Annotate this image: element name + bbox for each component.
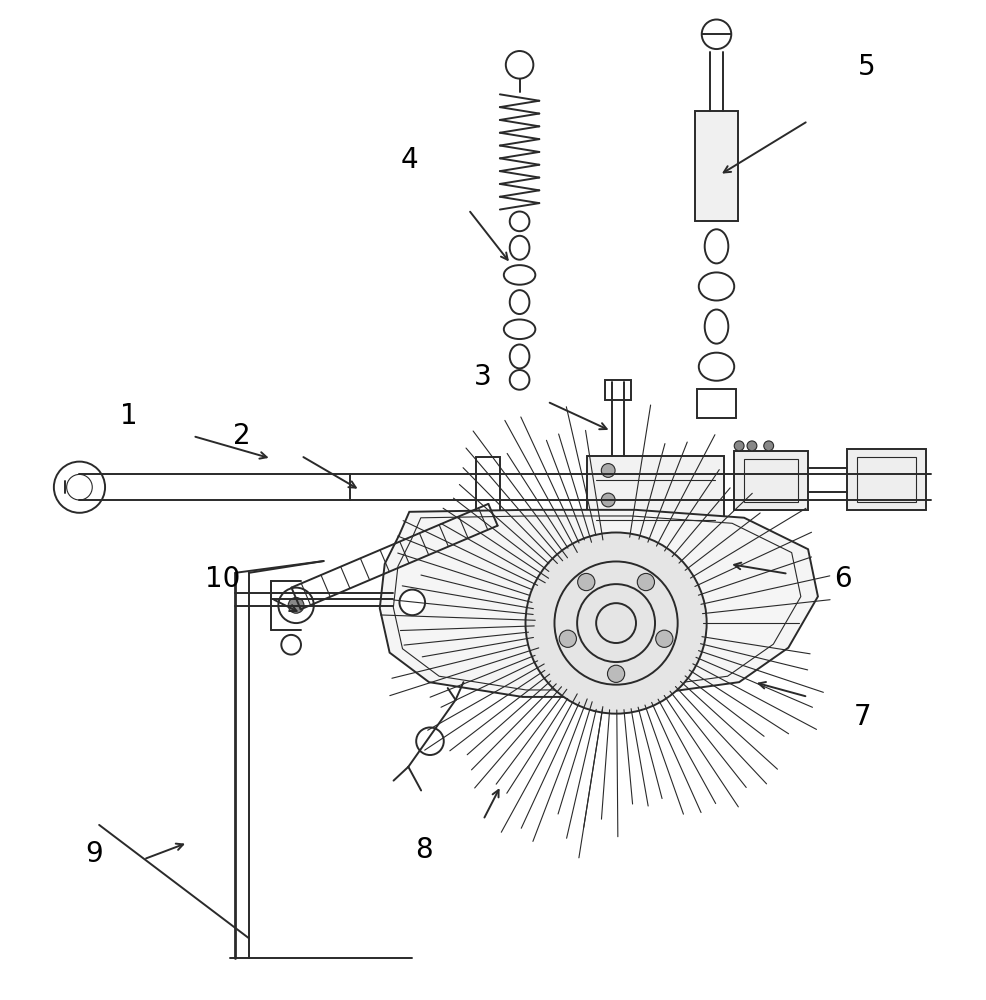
- Text: 5: 5: [859, 53, 876, 81]
- Bar: [735, 451, 809, 510]
- Circle shape: [607, 665, 625, 682]
- Bar: [605, 380, 631, 400]
- Circle shape: [526, 532, 707, 714]
- Circle shape: [764, 441, 774, 451]
- Circle shape: [278, 588, 314, 623]
- Polygon shape: [380, 510, 818, 697]
- Circle shape: [656, 630, 672, 647]
- Bar: [744, 459, 799, 502]
- Circle shape: [506, 51, 533, 79]
- Bar: [697, 389, 737, 418]
- Bar: [857, 457, 916, 502]
- Circle shape: [601, 493, 615, 507]
- Circle shape: [281, 635, 301, 655]
- Bar: [476, 457, 500, 519]
- Circle shape: [747, 441, 757, 451]
- Text: 6: 6: [834, 565, 851, 593]
- Text: 9: 9: [86, 840, 104, 868]
- Circle shape: [416, 727, 444, 755]
- Circle shape: [288, 597, 304, 613]
- Circle shape: [54, 462, 106, 513]
- Circle shape: [637, 573, 655, 591]
- Text: 2: 2: [233, 422, 250, 450]
- Circle shape: [702, 20, 732, 49]
- Text: 7: 7: [854, 703, 871, 731]
- Text: 3: 3: [474, 363, 492, 391]
- Text: 8: 8: [415, 836, 433, 864]
- Circle shape: [510, 370, 529, 390]
- Circle shape: [399, 590, 425, 615]
- Circle shape: [559, 630, 577, 647]
- Text: 10: 10: [204, 565, 240, 593]
- Bar: [695, 111, 739, 221]
- Circle shape: [578, 573, 595, 591]
- Text: 4: 4: [400, 146, 418, 174]
- Bar: [587, 456, 725, 549]
- Circle shape: [510, 212, 529, 231]
- Circle shape: [601, 526, 615, 539]
- Text: 1: 1: [120, 402, 137, 430]
- Bar: [847, 449, 926, 510]
- Circle shape: [601, 464, 615, 477]
- Circle shape: [735, 441, 744, 451]
